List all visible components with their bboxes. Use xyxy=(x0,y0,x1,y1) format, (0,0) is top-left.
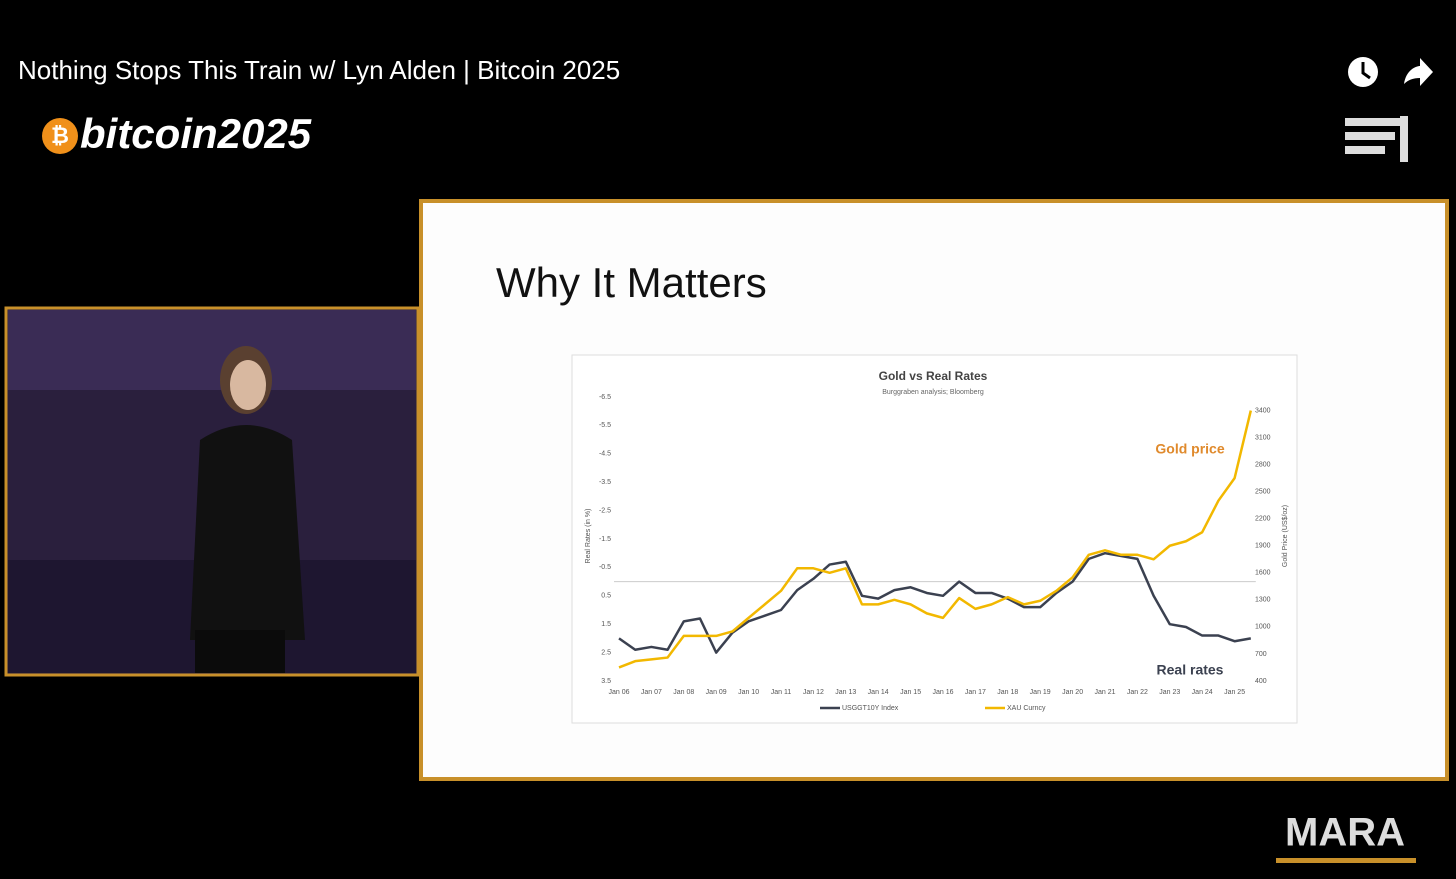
chart-title: Gold vs Real Rates xyxy=(879,369,988,383)
y-tick-label: 0.5 xyxy=(601,593,611,600)
x-tick-label: Jan 24 xyxy=(1192,689,1213,696)
x-tick-label: Jan 19 xyxy=(1030,689,1051,696)
y2-tick-label: 700 xyxy=(1255,651,1267,658)
video-title: Nothing Stops This Train w/ Lyn Alden | … xyxy=(18,55,620,85)
legend-label: USGGT10Y Index xyxy=(842,705,899,712)
y2-tick-label: 2500 xyxy=(1255,489,1271,496)
y2-tick-label: 3400 xyxy=(1255,407,1271,414)
speaker-video xyxy=(4,306,420,677)
y-axis-title: Real Rates (in %) xyxy=(585,509,592,564)
x-tick-label: Jan 15 xyxy=(900,689,921,696)
y2-tick-label: 1000 xyxy=(1255,624,1271,631)
x-tick-label: Jan 22 xyxy=(1127,689,1148,696)
bitcoin-icon xyxy=(42,118,78,154)
x-tick-label: Jan 17 xyxy=(965,689,986,696)
conference-logo: bitcoin2025 xyxy=(80,110,312,157)
legend-label: XAU Curncy xyxy=(1007,705,1046,712)
y-tick-label: -5.5 xyxy=(599,422,611,429)
bitcoin-symbol: ₿ xyxy=(51,123,69,148)
y2-axis-title: Gold Price (US$/oz) xyxy=(1282,505,1289,567)
y-tick-label: -0.5 xyxy=(599,564,611,571)
y2-tick-label: 1300 xyxy=(1255,597,1271,604)
y-tick-label: 1.5 xyxy=(601,621,611,628)
x-tick-label: Jan 10 xyxy=(738,689,759,696)
y-tick-label: -3.5 xyxy=(599,479,611,486)
x-tick-label: Jan 16 xyxy=(932,689,953,696)
y2-tick-label: 1600 xyxy=(1255,570,1271,577)
x-tick-label: Jan 14 xyxy=(868,689,889,696)
y-tick-label: -4.5 xyxy=(599,451,611,458)
y2-tick-label: 400 xyxy=(1255,678,1267,685)
x-tick-label: Jan 07 xyxy=(641,689,662,696)
x-tick-label: Jan 13 xyxy=(835,689,856,696)
x-tick-label: Jan 09 xyxy=(706,689,727,696)
x-tick-label: Jan 25 xyxy=(1224,689,1245,696)
x-tick-label: Jan 11 xyxy=(771,689,792,696)
x-tick-label: Jan 06 xyxy=(608,689,629,696)
x-tick-label: Jan 21 xyxy=(1094,689,1115,696)
annotation: Real rates xyxy=(1157,662,1224,678)
y-tick-label: 2.5 xyxy=(601,649,611,656)
slide-title: Why It Matters xyxy=(496,259,767,306)
x-tick-label: Jan 20 xyxy=(1062,689,1083,696)
x-tick-label: Jan 18 xyxy=(997,689,1018,696)
y2-tick-label: 1900 xyxy=(1255,543,1271,550)
annotation: Gold price xyxy=(1155,441,1224,457)
y-tick-label: -2.5 xyxy=(599,507,611,514)
x-tick-label: Jan 08 xyxy=(673,689,694,696)
x-tick-label: Jan 23 xyxy=(1159,689,1180,696)
series-line xyxy=(618,551,1252,654)
y2-tick-label: 2200 xyxy=(1255,516,1271,523)
chart-box xyxy=(571,354,1298,724)
y-tick-label: -6.5 xyxy=(599,394,611,401)
chart-subtitle: Burggraben analysis; Bloomberg xyxy=(882,389,984,396)
sponsor-logo: MARA xyxy=(1285,811,1405,855)
x-tick-label: Jan 12 xyxy=(803,689,824,696)
chart: Gold vs Real Rates Burggraben analysis; B… xyxy=(585,369,1289,712)
share[interactable] xyxy=(1404,58,1433,86)
sponsor-underline xyxy=(1276,858,1416,863)
series-line xyxy=(618,410,1253,669)
y2-tick-label: 2800 xyxy=(1255,461,1271,468)
bitcoin-magazine-logo xyxy=(1345,116,1408,162)
y2-tick-label: 3100 xyxy=(1255,434,1271,441)
watch-later[interactable] xyxy=(1348,57,1378,87)
y-tick-label: -1.5 xyxy=(599,536,611,543)
y-tick-label: 3.5 xyxy=(601,678,611,685)
